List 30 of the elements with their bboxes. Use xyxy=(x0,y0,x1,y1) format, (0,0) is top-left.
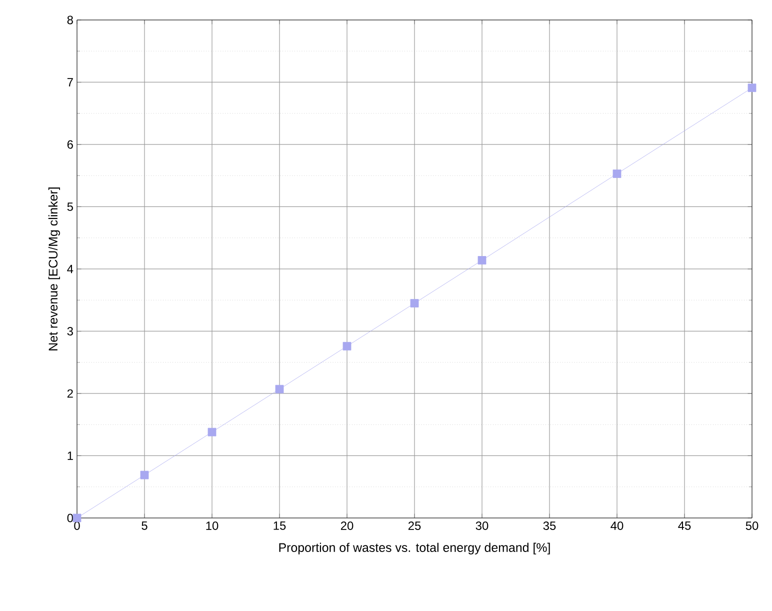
y-tick-label: 4 xyxy=(67,264,74,274)
x-axis-title: Proportion of wastes vs. total energy demand [%] xyxy=(279,542,550,554)
x-tick-label: 45 xyxy=(678,522,691,530)
point xyxy=(140,470,149,480)
point xyxy=(410,299,419,308)
y-tick-label: 0 xyxy=(67,514,74,522)
x-tick-label: 25 xyxy=(408,522,421,530)
y-tick-label: 2 xyxy=(67,389,73,398)
point xyxy=(275,384,284,394)
y-tick-label: 3 xyxy=(67,327,73,336)
y-tick-label: 6 xyxy=(67,140,73,149)
y-axis-title: Net revenue [ECU/Mg clinker] xyxy=(48,188,60,350)
point xyxy=(342,342,352,350)
x-tick-label: 35 xyxy=(543,522,556,530)
x-tick-label: 40 xyxy=(610,522,624,530)
point xyxy=(208,428,216,436)
x-tick-label: 20 xyxy=(340,522,354,530)
point xyxy=(748,84,756,92)
x-tick-label: 5 xyxy=(142,522,148,530)
x-tick-label: 50 xyxy=(746,522,758,530)
point xyxy=(612,170,622,178)
point xyxy=(478,256,486,264)
x-tick-label: 10 xyxy=(206,522,218,530)
y-tick-label: 5 xyxy=(67,202,73,211)
x-tick-label: 30 xyxy=(476,522,488,530)
y-tick-label: 8 xyxy=(67,16,73,24)
y-tick-label: 7 xyxy=(67,78,73,86)
x-tick-label: 15 xyxy=(274,522,286,530)
y-tick-label: 1 xyxy=(68,452,73,460)
x-tick-label: 0 xyxy=(74,522,80,530)
